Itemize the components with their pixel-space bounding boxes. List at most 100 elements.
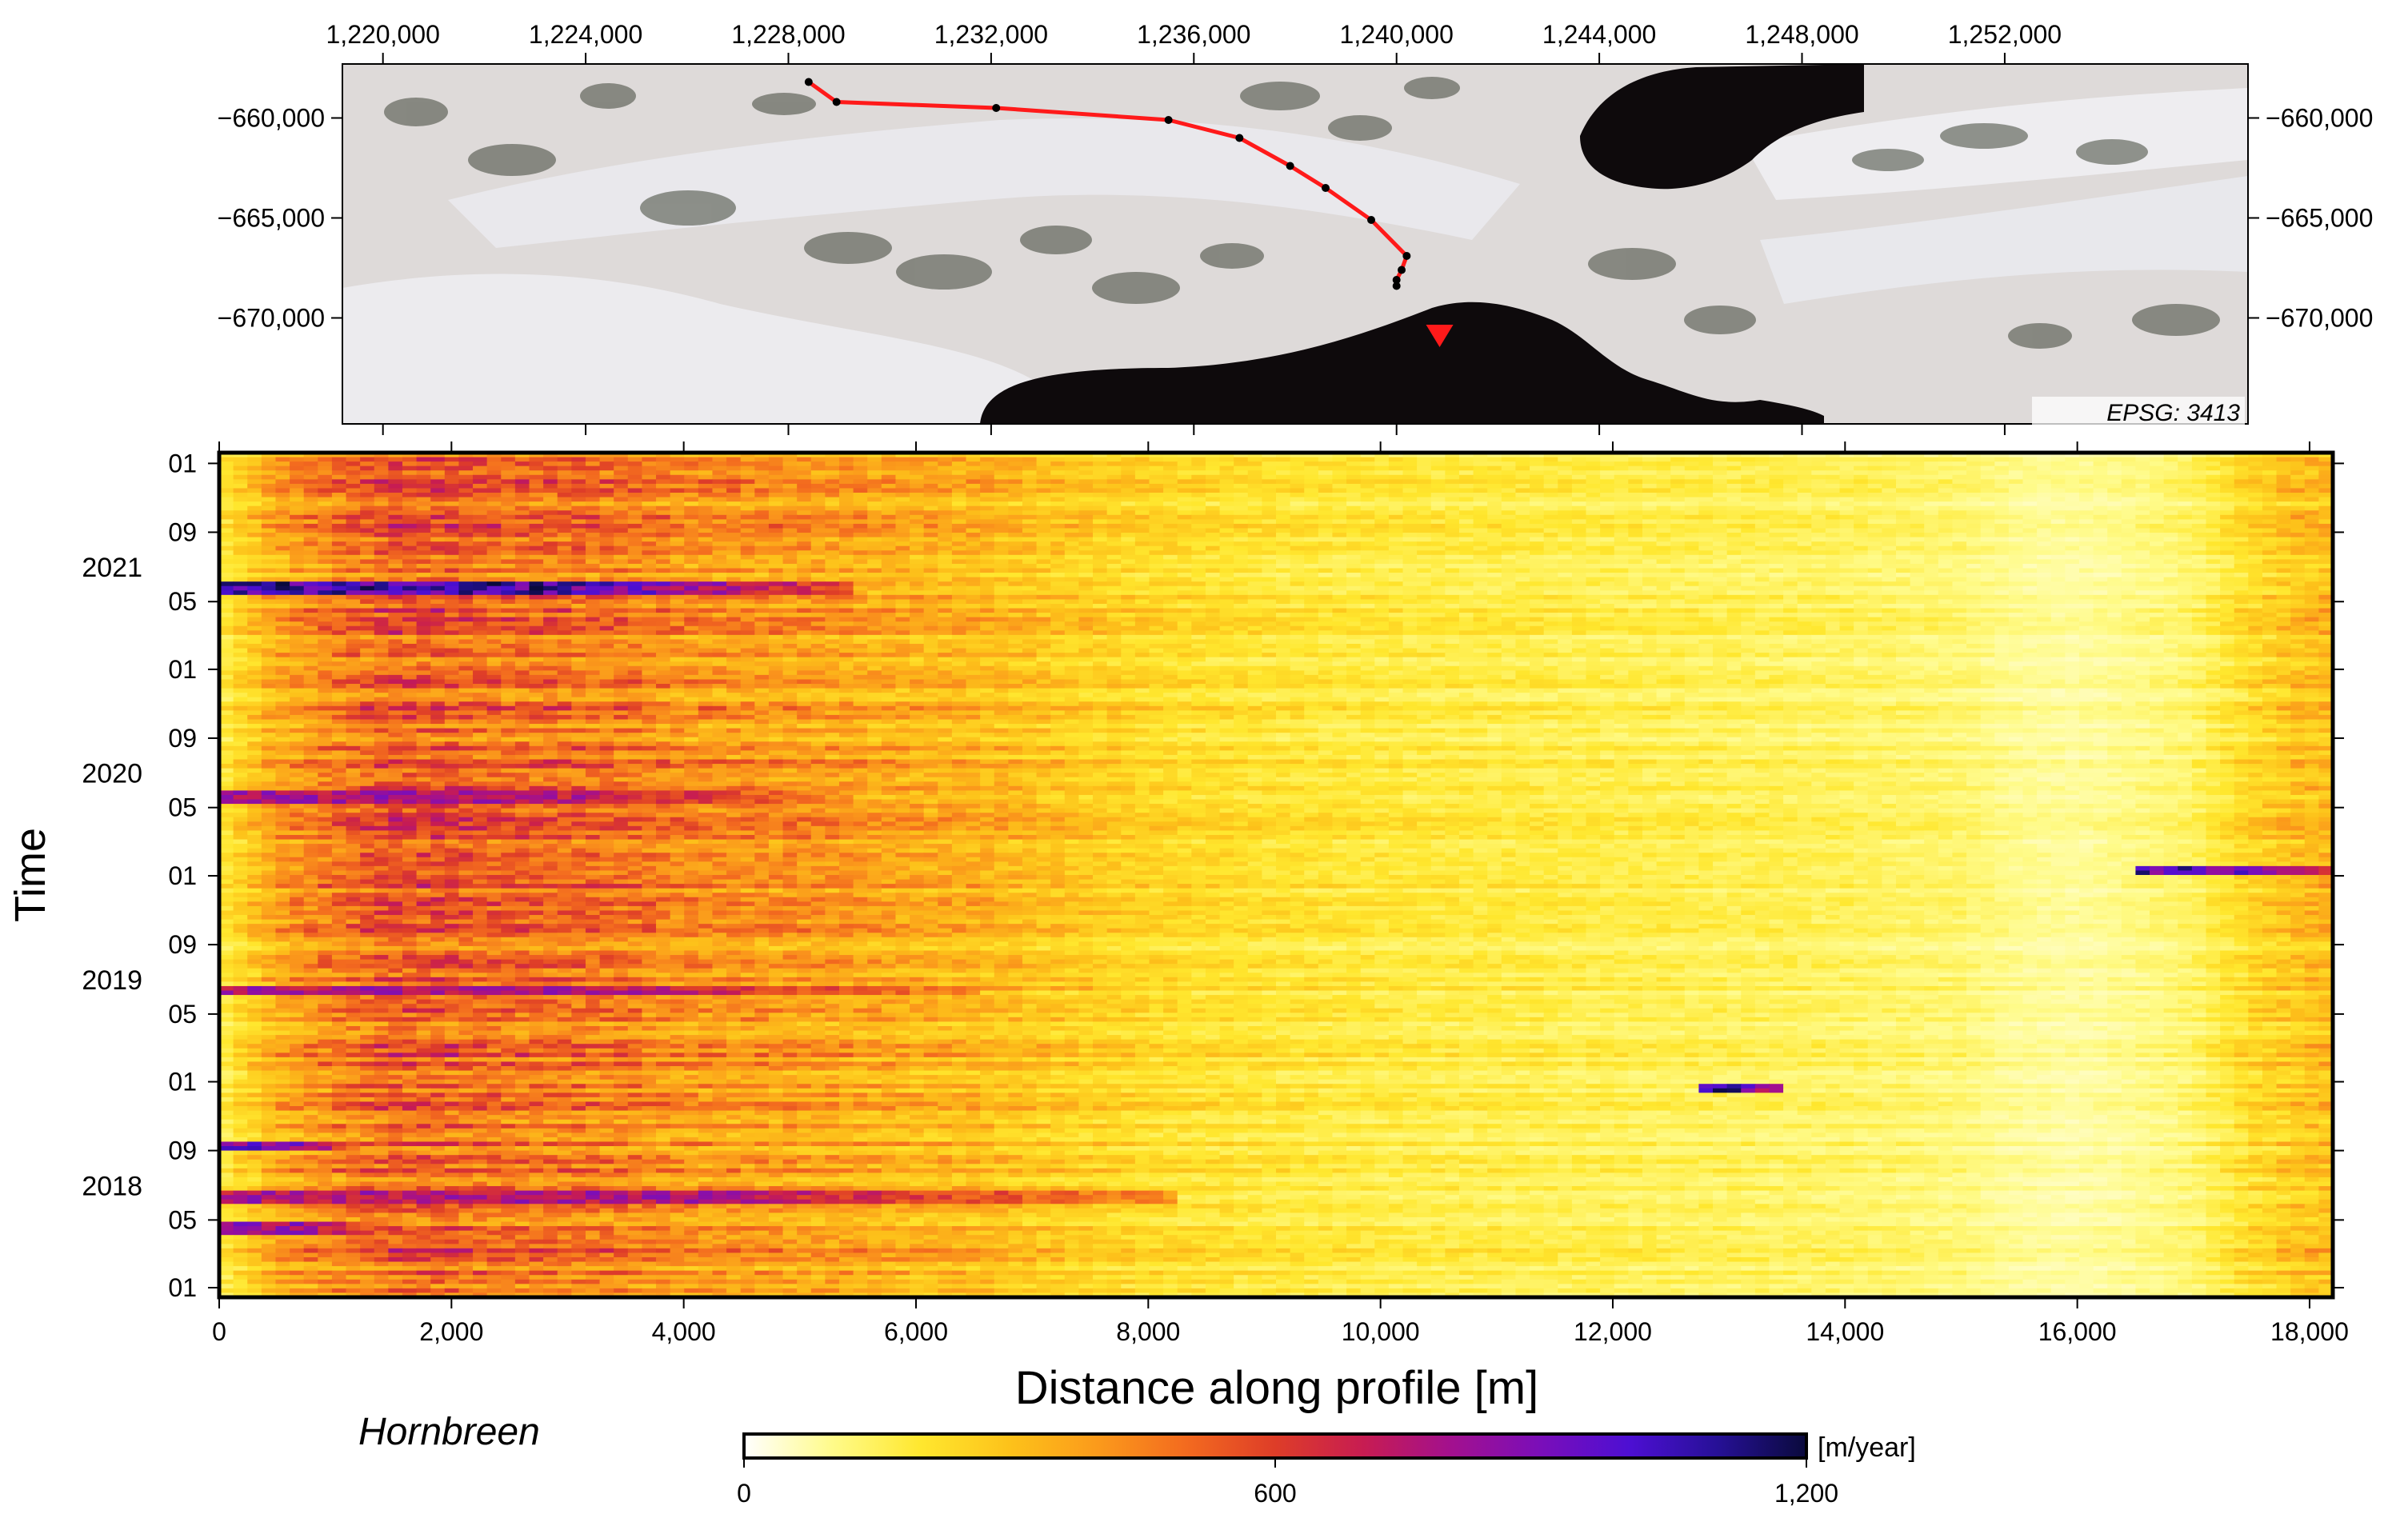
heatmap-cell xyxy=(910,484,924,489)
heatmap-cell xyxy=(910,555,924,560)
heatmap-cell xyxy=(867,466,882,471)
heatmap-cell xyxy=(1798,550,1812,555)
heatmap-cell xyxy=(924,528,938,533)
heatmap-cell xyxy=(1163,475,1178,480)
heatmap-cell xyxy=(614,488,628,493)
heatmap-cell xyxy=(1741,484,1755,489)
heatmap-cell xyxy=(1318,470,1333,475)
heatmap-cell xyxy=(2150,550,2164,555)
heatmap-cell xyxy=(1037,470,1051,475)
heatmap-cell xyxy=(600,510,614,515)
heatmap-cell xyxy=(1896,546,1910,551)
heatmap-cell xyxy=(1670,457,1685,462)
heatmap-cell xyxy=(1107,497,1122,502)
heatmap-cell xyxy=(1206,528,1220,533)
heatmap-cell xyxy=(1374,510,1389,515)
heatmap-cell xyxy=(1896,569,1910,573)
heatmap-cell xyxy=(2178,559,2192,564)
heatmap-cell xyxy=(1163,541,1178,546)
heatmap-cell xyxy=(754,510,769,515)
heatmap-cell xyxy=(656,515,670,520)
heatmap-cell xyxy=(2220,506,2234,511)
heatmap-cell xyxy=(1022,537,1037,542)
heatmap-cell xyxy=(1924,457,1938,462)
heatmap-cell xyxy=(2290,475,2305,480)
heatmap-cell xyxy=(1981,546,1995,551)
heatmap-cell xyxy=(966,524,981,529)
heatmap-cell xyxy=(670,510,685,515)
heatmap-cell xyxy=(1417,573,1431,577)
heatmap-cell xyxy=(2248,555,2262,560)
heatmap-cell xyxy=(882,555,896,560)
heatmap-cell xyxy=(332,555,346,560)
heatmap-cell xyxy=(1121,475,1135,480)
heatmap-cell xyxy=(1966,559,1981,564)
heatmap-cell xyxy=(2164,573,2178,577)
heatmap-cell xyxy=(1727,457,1742,462)
heatmap-cell xyxy=(515,537,530,542)
heatmap-cell xyxy=(1572,479,1586,484)
heatmap-cell xyxy=(1657,510,1671,515)
heatmap-cell xyxy=(487,470,502,475)
heatmap-cell xyxy=(1149,524,1163,529)
heatmap-cell xyxy=(318,457,332,462)
heatmap-cell xyxy=(234,466,248,471)
heatmap-cell xyxy=(726,528,741,533)
heatmap-cell xyxy=(628,519,642,524)
heatmap-cell xyxy=(1290,550,1305,555)
heatmap-cell xyxy=(600,479,614,484)
heatmap-cell xyxy=(2079,573,2094,577)
heatmap-cell xyxy=(854,564,868,569)
heatmap-cell xyxy=(388,461,402,466)
heatmap-cell xyxy=(1234,475,1248,480)
heatmap-cell xyxy=(628,493,642,497)
heatmap-cell xyxy=(1966,466,1981,471)
heatmap-cell xyxy=(1445,533,1459,537)
heatmap-cell xyxy=(1854,475,1868,480)
heatmap-cell xyxy=(1389,461,1403,466)
heatmap-cell xyxy=(473,550,487,555)
heatmap-cell xyxy=(1515,515,1530,520)
heatmap-cell xyxy=(360,524,374,529)
heatmap-cell xyxy=(275,501,290,506)
heatmap-cell xyxy=(1755,533,1770,537)
heatmap-cell xyxy=(994,488,1009,493)
heatmap-cell xyxy=(1121,541,1135,546)
heatmap-cell xyxy=(2079,457,2094,462)
heatmap-cell xyxy=(219,506,234,511)
heatmap-cell xyxy=(1417,559,1431,564)
heatmap-cell xyxy=(1220,506,1234,511)
heatmap-cell xyxy=(1600,497,1614,502)
heatmap-cell xyxy=(543,493,558,497)
heatmap-cell xyxy=(1628,533,1642,537)
heatmap-cell xyxy=(1952,493,1966,497)
heatmap-cell xyxy=(1530,559,1544,564)
heatmap-cell xyxy=(1642,479,1657,484)
heatmap-cell xyxy=(571,533,586,537)
heatmap-cell xyxy=(1544,475,1558,480)
heatmap-cell xyxy=(783,550,798,555)
heatmap-cell xyxy=(2065,573,2079,577)
heatmap-cell xyxy=(501,550,515,555)
heatmap-cell xyxy=(1445,484,1459,489)
heatmap-cell xyxy=(1459,569,1474,573)
heatmap-cell xyxy=(614,569,628,573)
heatmap-cell xyxy=(1840,541,1854,546)
heatmap-cell xyxy=(2037,524,2051,529)
heatmap-cell xyxy=(1234,555,1248,560)
heatmap-cell xyxy=(1304,524,1318,529)
heatmap-cell xyxy=(1741,564,1755,569)
heatmap-cell xyxy=(262,475,276,480)
heatmap-cell xyxy=(1783,466,1798,471)
heatmap-cell xyxy=(1657,537,1671,542)
heatmap-cell xyxy=(1670,470,1685,475)
heatmap-cell xyxy=(262,519,276,524)
heatmap-cell xyxy=(1572,457,1586,462)
heatmap-cell xyxy=(1783,524,1798,529)
heatmap-cell xyxy=(2290,510,2305,515)
heatmap-cell xyxy=(2051,559,2066,564)
heatmap-cell xyxy=(726,493,741,497)
heatmap-cell xyxy=(938,564,952,569)
heatmap-cell xyxy=(1530,501,1544,506)
heatmap-cell xyxy=(1910,479,1925,484)
